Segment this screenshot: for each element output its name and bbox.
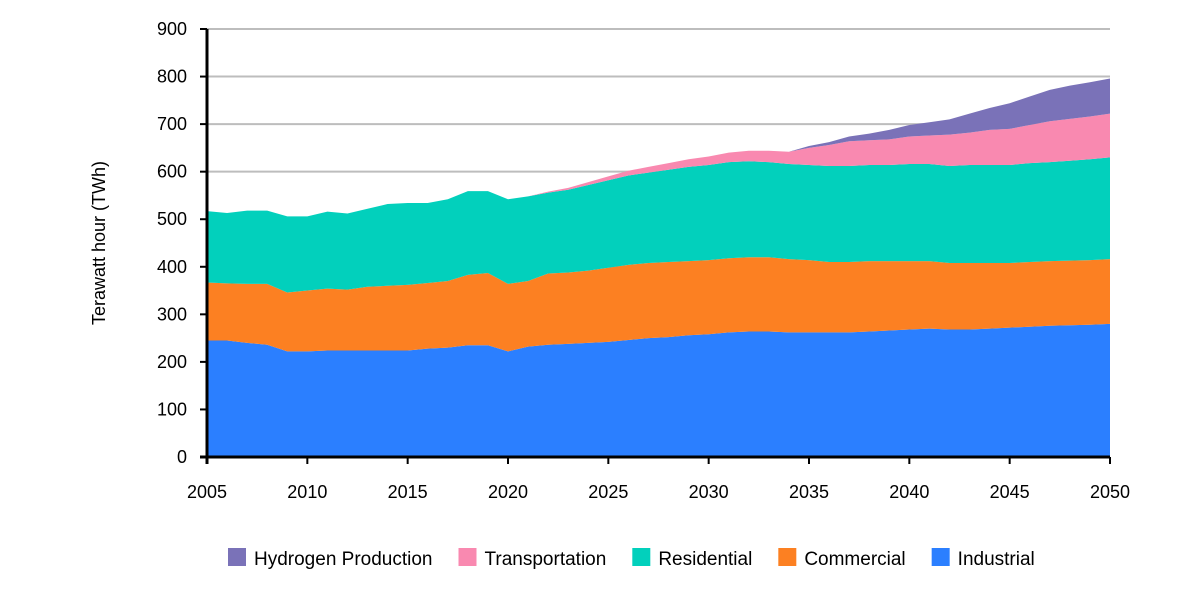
legend-swatch-transportation [458,548,477,566]
tick-labels: 0 100 200 300 400 500 600 700 800 900 2005 2010 2015… [157,19,1130,502]
x-tick-label-2035: 2035 [789,482,829,502]
x-tick-label-2025: 2025 [588,482,628,502]
area-residential [207,157,1110,293]
legend-swatch-industrial [931,548,950,566]
area-commercial [207,257,1110,352]
axes [200,28,1111,464]
y-tick-label-500: 500 [157,209,187,229]
x-tick-label-2010: 2010 [287,482,327,502]
y-tick-label-200: 200 [157,352,187,372]
legend-swatch-commercial [778,548,797,566]
legend-label-commercial: Commercial [804,549,905,570]
plot-areas [207,78,1110,457]
x-tick-label-2040: 2040 [889,482,929,502]
y-tick-label-100: 100 [157,399,187,419]
x-tick-label-2045: 2045 [990,482,1030,502]
y-tick-label-800: 800 [157,67,187,87]
legend-label-transportation: Transportation [485,549,607,570]
y-tick-label-600: 600 [157,162,187,182]
x-tick-label-2030: 2030 [689,482,729,502]
y-axis-title: Terawatt hour (TWh) [89,161,109,325]
y-tick-label-900: 900 [157,19,187,39]
legend-swatch-hydrogen-production [228,548,246,566]
x-tick-label-2005: 2005 [187,482,227,502]
legend-label-residential: Residential [658,549,752,570]
y-tick-label-300: 300 [157,304,187,324]
y-tick-label-700: 700 [157,114,187,134]
x-tick-label-2050: 2050 [1090,482,1130,502]
legend-label-industrial: Industrial [958,549,1035,570]
legend: Hydrogen Production Transportation Residen… [228,548,1035,570]
y-tick-label-0: 0 [177,447,187,467]
legend-label-hydrogen-production: Hydrogen Production [254,549,433,570]
x-tick-label-2015: 2015 [388,482,428,502]
legend-swatch-residential [632,548,651,566]
x-tick-label-2020: 2020 [488,482,528,502]
area-industrial [207,323,1110,457]
y-tick-label-400: 400 [157,257,187,277]
